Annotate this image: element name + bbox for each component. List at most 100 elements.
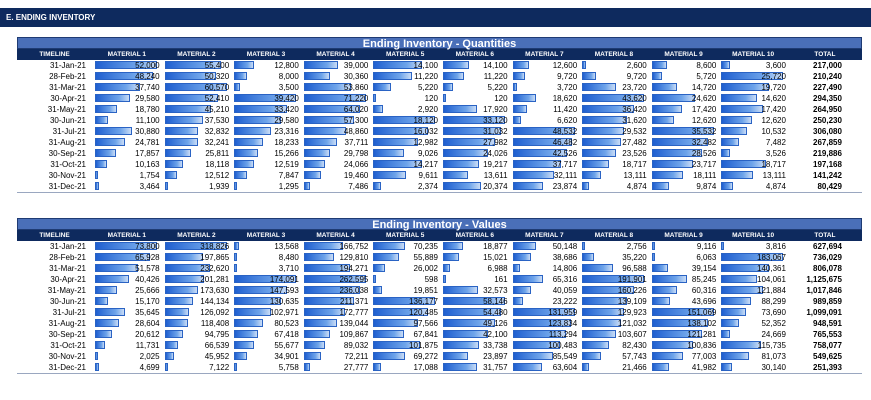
data-bar: [582, 253, 594, 261]
material-cell: 24,066: [301, 159, 371, 170]
material-value: 191,901: [617, 275, 647, 284]
data-bar: [512, 253, 531, 261]
data-bar: [373, 286, 383, 294]
material-value: 11,100: [135, 116, 160, 125]
data-bar: [303, 72, 331, 80]
material-cell: 10,532: [718, 126, 788, 137]
material-cell: 139,109: [579, 296, 649, 307]
data-bar: [164, 116, 203, 124]
material-value: 42,526: [552, 149, 578, 158]
material-cell: 17,920: [440, 104, 510, 115]
data-bar: [442, 72, 464, 80]
material-value: 3,464: [139, 182, 160, 191]
material-value: 10,532: [761, 127, 786, 136]
material-value: 1,295: [278, 182, 299, 191]
column-header: MATERIAL 4: [316, 232, 355, 239]
material-value: 24,066: [343, 160, 369, 169]
data-bar: [512, 352, 553, 360]
material-value: 126,092: [200, 308, 230, 317]
table-row: 30-Sep-21 20,612 94,795 67,418 109,867 67,841…: [17, 329, 862, 340]
material-value: 48,532: [552, 127, 578, 136]
timeline-cell: 31-Aug-21: [48, 138, 86, 147]
material-value: 7,122: [209, 363, 230, 372]
data-bar: [582, 171, 601, 179]
data-bar: [164, 127, 199, 135]
material-value: 161: [494, 275, 508, 284]
material-cell: 1,295: [231, 181, 301, 192]
data-bar: [95, 61, 157, 69]
data-bar: [721, 352, 749, 360]
material-cell: 2,600: [579, 60, 649, 71]
material-cell: 18,877: [440, 241, 510, 252]
timeline-cell: 30-Apr-21: [50, 94, 86, 103]
material-value: 27,982: [483, 138, 508, 147]
material-value: 7,847: [278, 171, 299, 180]
data-bar: [582, 242, 586, 250]
material-cell: 7,847: [231, 170, 301, 181]
data-bar: [234, 363, 238, 371]
material-cell: 94,795: [162, 329, 232, 340]
material-value: 14,806: [552, 264, 578, 273]
data-bar: [721, 116, 752, 124]
material-value: 28,526: [691, 149, 717, 158]
material-cell: 15,170: [92, 296, 162, 307]
material-cell: 32,832: [162, 126, 232, 137]
material-cell: 42,526: [510, 148, 580, 159]
material-value: 37,711: [344, 138, 369, 147]
material-cell: 139,044: [301, 318, 371, 329]
data-bar: [721, 363, 732, 371]
data-bar: [164, 242, 227, 250]
material-cell: 4,874: [718, 181, 788, 192]
material-cell: 101,875: [370, 340, 440, 351]
data-bar: [582, 105, 634, 113]
material-value: 129,923: [617, 308, 647, 317]
material-cell: 201,281: [162, 274, 232, 285]
data-bar: [582, 61, 586, 69]
material-cell: 103,607: [579, 329, 649, 340]
data-bar: [582, 116, 628, 124]
material-value: 12,620: [761, 116, 786, 125]
material-value: 9,720: [557, 72, 578, 81]
material-value: 120: [494, 94, 508, 103]
material-value: 151,069: [687, 308, 717, 317]
material-value: 12,800: [274, 61, 299, 70]
material-value: 32,111: [553, 171, 578, 180]
material-value: 3,710: [278, 264, 299, 273]
material-cell: 43,620: [579, 93, 649, 104]
material-value: 3,500: [278, 83, 299, 92]
material-cell: 23,874: [510, 181, 580, 192]
material-value: 318,826: [200, 242, 230, 251]
material-cell: 12,519: [231, 159, 301, 170]
data-bar: [373, 253, 399, 261]
table-row: 30-Nov-21 1,754 12,512 7,847 19,460 9,611 13,6…: [17, 170, 862, 181]
material-cell: 18,120: [370, 115, 440, 126]
material-value: 80,523: [274, 319, 299, 328]
data-bar: [373, 308, 429, 316]
column-header: MATERIAL 6: [455, 232, 494, 239]
total-cell: 219,886: [813, 149, 842, 158]
material-cell: 40,059: [510, 285, 580, 296]
timeline-cell: 30-Nov-21: [48, 171, 86, 180]
data-bar: [512, 94, 537, 102]
material-value: 49,126: [483, 319, 508, 328]
data-bar: [582, 297, 628, 305]
data-bar: [512, 363, 543, 371]
material-value: 50,148: [552, 242, 578, 251]
material-value: 89,032: [343, 341, 369, 350]
material-cell: 15,021: [440, 252, 510, 263]
section-header: E. ENDING INVENTORY: [0, 8, 871, 27]
data-bar: [95, 330, 113, 338]
data-bar: [721, 61, 731, 69]
material-cell: 12,600: [510, 60, 580, 71]
data-bar: [164, 94, 219, 102]
material-cell: 28,604: [92, 318, 162, 329]
material-value: 17,088: [413, 363, 438, 372]
material-cell: 37,530: [162, 115, 232, 126]
data-bar: [95, 72, 153, 80]
material-cell: 32,573: [440, 285, 510, 296]
material-cell: 113,294: [510, 329, 580, 340]
data-bar: [512, 116, 522, 124]
data-bar: [303, 116, 354, 124]
material-value: 129,810: [339, 253, 369, 262]
material-cell: 60,570: [162, 82, 232, 93]
